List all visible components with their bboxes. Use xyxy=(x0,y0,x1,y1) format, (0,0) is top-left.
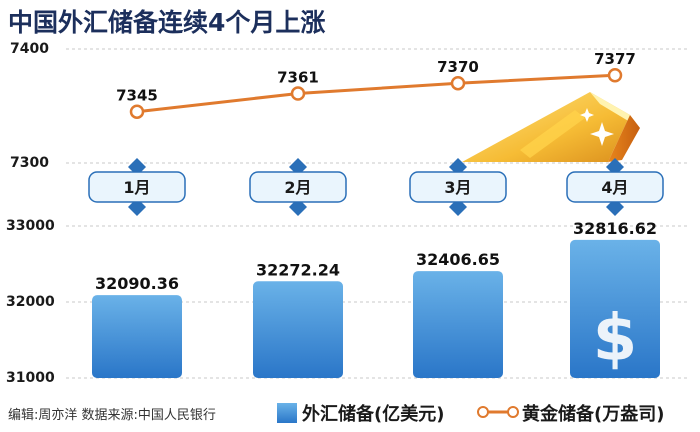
bar xyxy=(253,281,343,378)
data-label: 7361 xyxy=(277,68,319,86)
y-tick-label: 32000 xyxy=(6,294,55,310)
line-point xyxy=(129,104,145,119)
data-label: 7345 xyxy=(116,87,158,105)
x-tick-label: 4月 xyxy=(601,178,628,197)
y-tick-label: 7300 xyxy=(10,155,49,171)
bar xyxy=(413,271,503,378)
month-label-box xyxy=(566,171,664,203)
bar xyxy=(570,239,660,378)
credit-text: 编辑:周亦洋 数据来源:中国人民银行 xyxy=(8,408,216,423)
line-point xyxy=(290,86,306,101)
gold-axis-grid: 7300 7400 xyxy=(10,41,690,171)
month-label-box xyxy=(249,171,347,203)
data-label: 32406.65 xyxy=(416,250,500,269)
chart-title: 中国外汇储备连续4个月上涨 xyxy=(8,8,326,37)
legend-bar-swatch xyxy=(277,403,297,423)
x-tick-label: 2月 xyxy=(284,178,311,197)
dollar-sign-icon: $ xyxy=(593,302,638,376)
forex-bars: 32090.36 32272.24 32406.65 32816.62 $ xyxy=(92,219,660,378)
line-point xyxy=(450,75,466,91)
legend-line-swatch xyxy=(477,406,519,418)
gold-bar-icon xyxy=(462,92,640,162)
data-label: 32816.62 xyxy=(573,219,657,238)
data-label: 32272.24 xyxy=(256,260,340,279)
gold-line-series: 7345 7361 7370 7377 xyxy=(116,50,636,119)
y-tick-label: 7400 xyxy=(10,41,49,57)
line-point xyxy=(607,67,623,83)
x-tick-label: 1月 xyxy=(123,178,150,197)
y-tick-label: 33000 xyxy=(6,218,55,234)
gold-line xyxy=(136,73,616,114)
month-labels: 1月 2月 3月 4月 xyxy=(88,158,664,216)
x-tick-label: 3月 xyxy=(444,178,471,197)
month-label-box xyxy=(409,171,507,203)
bar xyxy=(92,295,182,378)
month-label-box xyxy=(88,171,186,203)
data-label: 7377 xyxy=(594,50,636,68)
legend-bar-label: 外汇储备(亿美元) xyxy=(302,404,445,425)
data-label: 7370 xyxy=(437,58,479,76)
legend-line-label: 黄金储备(万盎司) xyxy=(522,404,665,425)
data-label: 32090.36 xyxy=(95,274,179,293)
y-tick-label: 31000 xyxy=(6,370,55,386)
